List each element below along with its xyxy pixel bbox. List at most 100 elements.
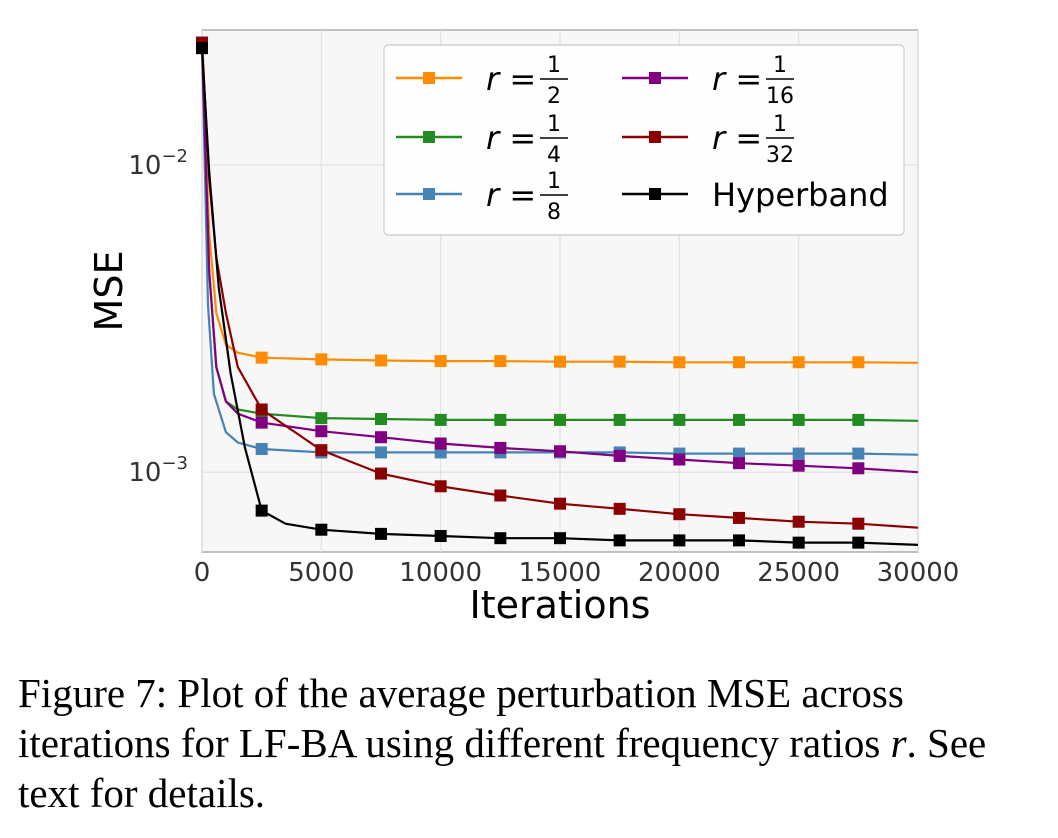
series-marker <box>494 413 507 426</box>
y-tick-label: 10−2 <box>128 146 188 181</box>
series-marker <box>792 356 805 369</box>
series-marker <box>792 447 805 460</box>
series-marker <box>613 413 626 426</box>
x-tick-label: 10000 <box>399 558 482 588</box>
x-tick-labels: 0 5000 10000 15000 20000 25000 30000 <box>194 558 960 588</box>
series-marker <box>554 355 566 368</box>
series-line <box>200 48 919 546</box>
legend-fraction-numerator: 1 <box>547 169 561 194</box>
series-marker <box>673 413 686 426</box>
series-marker <box>852 447 865 460</box>
series-marker <box>375 413 387 426</box>
x-tick-label: 5000 <box>288 558 354 588</box>
series-marker <box>196 42 208 55</box>
legend-label: Hyperband <box>712 176 889 214</box>
legend-box <box>383 44 905 236</box>
series-marker <box>434 530 447 543</box>
series-marker <box>255 504 268 517</box>
series-marker <box>852 536 865 549</box>
x-axis-label: Iterations <box>470 583 651 627</box>
series-marker <box>255 416 268 429</box>
legend-entry-3: r = 1 8 <box>396 169 568 225</box>
series-marker <box>434 480 447 493</box>
x-tick-label: 25000 <box>757 558 840 588</box>
y-tick-labels: 10−2 10−3 <box>128 146 188 488</box>
series-marker <box>494 489 507 502</box>
series-marker <box>733 413 745 426</box>
series-marker <box>554 413 566 426</box>
series-marker <box>434 437 447 450</box>
series-marker <box>494 441 507 454</box>
series-marker <box>792 413 805 426</box>
legend-entry-6: Hyperband <box>622 176 889 214</box>
series-marker <box>852 517 865 530</box>
series-marker <box>494 532 507 545</box>
legend-label: r = <box>486 60 536 98</box>
mse-chart: 0 5000 10000 15000 20000 25000 30000 10−210−3 … <box>87 29 960 627</box>
series-marker <box>733 511 745 524</box>
legend-fraction-denominator: 2 <box>547 84 561 109</box>
legend-marker <box>423 131 435 143</box>
legend-marker <box>423 72 435 84</box>
legend-fraction-numerator: 1 <box>547 53 561 78</box>
series-marker <box>315 412 328 425</box>
legend-entry-4: r = 1 16 <box>622 53 794 109</box>
x-tick-label: 15000 <box>519 558 602 588</box>
legend-entry-1: r = 1 2 <box>396 53 568 109</box>
figure-caption: Figure 7: Plot of the average perturbati… <box>18 668 1048 818</box>
series-marker <box>375 467 387 480</box>
series-marker <box>852 413 865 426</box>
series-marker <box>554 445 566 458</box>
series-marker <box>673 356 686 369</box>
series-marker <box>613 449 626 462</box>
series-marker <box>613 502 626 515</box>
series-marker <box>554 532 566 545</box>
series-marker <box>792 536 805 549</box>
series-marker <box>673 453 686 466</box>
legend-fraction-denominator: 16 <box>766 84 794 109</box>
legend-fraction-numerator: 1 <box>547 112 561 137</box>
series-marker <box>733 356 745 369</box>
y-tick-label: 10−3 <box>128 453 188 488</box>
x-tick-label: 30000 <box>877 558 960 588</box>
caption-text-after: . See text for details. <box>18 720 987 816</box>
series-marker <box>255 443 268 456</box>
series-marker <box>434 355 447 368</box>
series-marker <box>852 462 865 475</box>
legend-label: r = <box>486 176 536 214</box>
series-1 <box>196 36 919 369</box>
series-marker <box>673 508 686 521</box>
legend-marker <box>649 188 661 200</box>
series-marker <box>315 353 328 366</box>
series-marker <box>792 515 805 528</box>
legend-label: r = <box>712 119 762 157</box>
series-marker <box>613 355 626 368</box>
series-5 <box>196 36 919 530</box>
legend-fraction-denominator: 32 <box>766 143 794 168</box>
series-marker <box>315 444 328 457</box>
series-marker <box>315 425 328 438</box>
series-marker <box>255 351 268 364</box>
x-tick-label: 20000 <box>638 558 721 588</box>
series-marker <box>733 534 745 547</box>
series-marker <box>375 527 387 540</box>
series-marker <box>613 534 626 547</box>
series-marker <box>554 497 566 510</box>
series-marker <box>375 446 387 459</box>
legend-label: r = <box>712 60 762 98</box>
legend-fraction-numerator: 1 <box>773 53 787 78</box>
legend-fraction-numerator: 1 <box>773 112 787 137</box>
series-marker <box>375 431 387 444</box>
series-marker <box>255 403 268 416</box>
legend-entry-5: r = 1 32 <box>622 112 794 168</box>
series-marker <box>852 356 865 369</box>
legend-fraction-denominator: 8 <box>547 200 561 225</box>
series-marker <box>673 534 686 547</box>
legend-label: r = <box>486 119 536 157</box>
series-marker <box>434 413 447 426</box>
series-6 <box>196 42 919 549</box>
legend-marker <box>649 131 661 143</box>
y-axis-label: MSE <box>87 251 131 332</box>
series-marker <box>792 459 805 472</box>
